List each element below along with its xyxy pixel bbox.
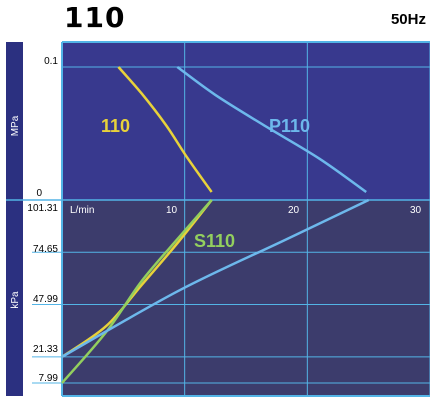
pressure-tick-0.1: 0.1 bbox=[44, 56, 58, 67]
page-title: 110 bbox=[64, 1, 126, 34]
x-tick-30: 30 bbox=[410, 205, 422, 216]
curve-S110-vacuum bbox=[61, 199, 213, 384]
vacuum-tick-101.31: 101.31 bbox=[27, 203, 58, 214]
vacuum-tick-74.65: 74.65 bbox=[33, 244, 58, 255]
x-tick-10: 10 bbox=[166, 205, 178, 216]
frequency-label: 50Hz bbox=[390, 11, 426, 28]
curve-110-vacuum bbox=[61, 199, 213, 358]
pressure-unit-label: MPa bbox=[10, 115, 21, 136]
vacuum-panel bbox=[62, 200, 430, 396]
pressure-panel bbox=[62, 42, 430, 200]
curves bbox=[61, 65, 370, 384]
curve-P110-pressure bbox=[176, 65, 367, 194]
x-tick-20: 20 bbox=[288, 205, 300, 216]
curve-110-pressure bbox=[117, 66, 213, 193]
vacuum-tick-21.33: 21.33 bbox=[33, 344, 58, 355]
vacuum-tick-7.99: 7.99 bbox=[39, 373, 59, 384]
vacuum-unit-label: kPa bbox=[10, 291, 21, 309]
grid-lines bbox=[6, 41, 430, 397]
series-label-110: 110 bbox=[101, 116, 130, 136]
left-axis-bar bbox=[6, 42, 23, 396]
pressure-tick-0: 0 bbox=[36, 188, 42, 199]
x-unit-label: L/min bbox=[70, 205, 94, 216]
vacuum-tick-47.99: 47.99 bbox=[33, 294, 58, 305]
series-label-P110: P110 bbox=[269, 116, 310, 136]
curve-P110-vacuum bbox=[61, 198, 370, 358]
series-label-S110: S110 bbox=[194, 231, 235, 251]
